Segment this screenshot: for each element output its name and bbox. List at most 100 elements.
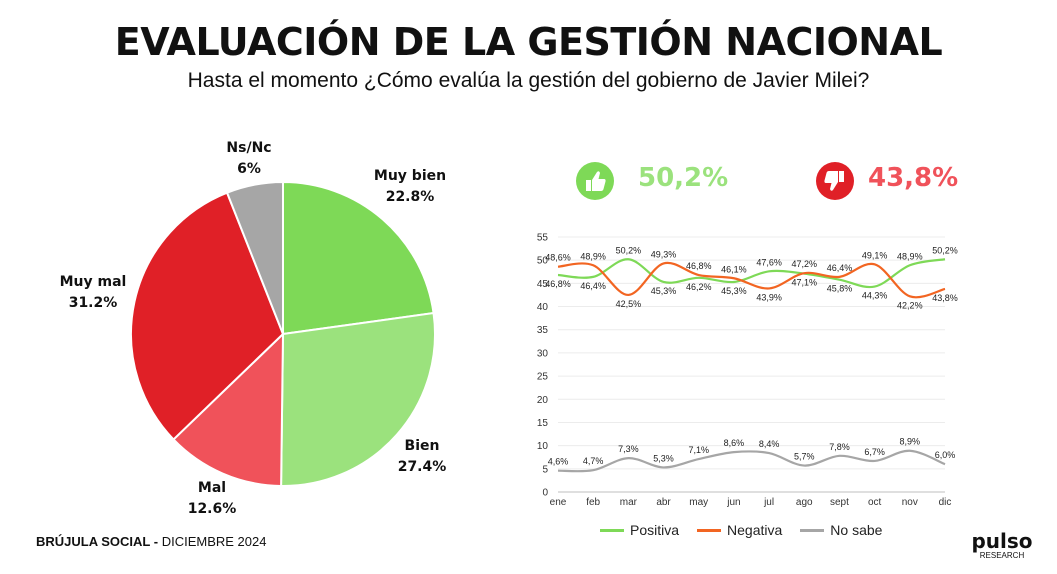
y-tick-label: 45: [537, 279, 549, 290]
data-label-positiva: 45,3%: [721, 286, 747, 296]
brand-subtitle: RESEARCH: [979, 551, 1025, 560]
pie-slice-mal: [172, 331, 285, 488]
y-tick-label: 30: [537, 348, 549, 359]
series-line-negativa: [557, 261, 946, 299]
pie-slice-ns-nc: [225, 180, 284, 335]
pie-slice-muy-mal: [130, 191, 285, 441]
pie-value-muy-mal: 31.2%: [69, 295, 118, 311]
pie-chart: Muy bien 22.8% Bien 27.4% Mal 12.6% Muy mal 31.…: [60, 140, 447, 517]
data-label-negativa: 46,1%: [721, 264, 747, 274]
chart-legend: Positiva Negativa No sabe: [600, 520, 882, 540]
thumbs-up-icon: [576, 162, 614, 200]
data-label-negativa: 49,3%: [651, 249, 677, 259]
data-label-no-sabe: 6,7%: [864, 447, 885, 457]
page-title: EVALUACIÓN DE LA GESTIÓN NACIONAL: [114, 20, 943, 64]
brand-name: pulso: [971, 529, 1033, 553]
data-label-negativa: 42,5%: [616, 299, 642, 309]
x-tick-label: sept: [830, 497, 849, 508]
data-label-positiva: 47,6%: [756, 257, 782, 267]
series-line-no-sabe: [557, 449, 946, 473]
x-tick-label: oct: [868, 497, 882, 508]
data-label-positiva: 46,8%: [545, 279, 571, 289]
data-label-no-sabe: 8,6%: [724, 438, 745, 448]
data-label-negativa: 46,8%: [686, 261, 712, 271]
line-chart: 0 5 10 15 20 25 30 35 40 45 50 55 ene feb mar abr may jun…: [537, 233, 958, 509]
data-label-no-sabe: 5,3%: [653, 453, 674, 463]
pie-slice-muy-bien: [282, 180, 435, 336]
data-label-negativa: 42,2%: [897, 300, 923, 310]
series-line-positiva: [557, 258, 946, 289]
x-tick-label: jul: [763, 497, 774, 508]
data-label-negativa: 47,2%: [792, 259, 818, 269]
data-label-no-sabe: 4,6%: [548, 457, 569, 467]
x-tick-label: may: [689, 497, 708, 508]
pie-value-muy-bien: 22.8%: [386, 189, 435, 205]
y-tick-label: 35: [537, 325, 549, 336]
negative-kpi-value: 43,8%: [868, 163, 959, 193]
data-label-positiva: 45,3%: [651, 286, 677, 296]
data-label-positiva: 50,2%: [932, 245, 958, 255]
pie-label-muy-bien: Muy bien: [374, 168, 446, 184]
data-label-no-sabe: 5,7%: [794, 452, 815, 462]
y-tick-label: 40: [537, 302, 549, 313]
pie-label-bien: Bien: [405, 438, 440, 454]
y-tick-label: 0: [542, 488, 548, 499]
x-tick-label: abr: [656, 497, 671, 508]
y-tick-label: 25: [537, 372, 549, 383]
y-tick-label: 10: [537, 441, 549, 452]
data-label-positiva: 45,8%: [827, 284, 853, 294]
data-label-no-sabe: 8,4%: [759, 439, 780, 449]
data-label-positiva: 48,9%: [897, 251, 923, 261]
positive-kpi-value: 50,2%: [638, 163, 729, 193]
data-label-positiva: 47,1%: [792, 278, 818, 288]
pie-label-mal: Mal: [198, 480, 226, 496]
y-tick-label: 55: [537, 233, 549, 244]
data-label-no-sabe: 4,7%: [583, 456, 604, 466]
x-tick-label: feb: [586, 497, 600, 508]
pie-slice-bien: [280, 311, 436, 487]
data-label-no-sabe: 7,3%: [618, 444, 639, 454]
y-tick-label: 50: [537, 256, 549, 267]
page-subtitle: Hasta el momento ¿Cómo evalúa la gestión…: [187, 69, 870, 92]
thumbs-down-icon: [816, 162, 854, 200]
data-label-positiva: 46,4%: [580, 281, 606, 291]
legend-swatch-no-sabe: [800, 528, 825, 532]
y-tick-label: 20: [537, 395, 549, 406]
x-tick-label: dic: [939, 497, 952, 508]
source-name: BRÚJULA SOCIAL -: [36, 534, 159, 549]
x-tick-label: jun: [726, 497, 740, 508]
data-label-no-sabe: 6,0%: [935, 450, 956, 460]
pie-label-muy-mal: Muy mal: [60, 274, 127, 290]
data-label-negativa: 43,9%: [756, 292, 782, 302]
legend-label-negativa: Negativa: [727, 522, 783, 538]
y-tick-label: 5: [542, 464, 548, 475]
data-label-positiva: 44,3%: [862, 291, 888, 301]
source-footer: BRÚJULA SOCIAL - DICIEMBRE 2024: [36, 534, 266, 549]
x-tick-label: mar: [620, 497, 638, 508]
data-label-negativa: 48,6%: [545, 253, 571, 263]
legend-item-negativa: Negativa: [697, 522, 782, 538]
pie-value-ns-nc: 6%: [237, 161, 261, 177]
source-date: DICIEMBRE 2024: [161, 534, 267, 549]
legend-item-no-sabe: No sabe: [800, 522, 882, 538]
legend-swatch-negativa: [697, 528, 722, 532]
legend-label-positiva: Positiva: [630, 522, 680, 538]
data-label-no-sabe: 7,1%: [688, 445, 709, 455]
data-label-negativa: 48,9%: [580, 251, 606, 261]
data-label-negativa: 43,8%: [932, 293, 958, 303]
data-label-no-sabe: 7,8%: [829, 442, 850, 452]
data-label-negativa: 49,1%: [862, 250, 888, 260]
y-tick-label: 15: [537, 418, 549, 429]
x-tick-label: nov: [902, 497, 918, 508]
data-label-no-sabe: 8,9%: [900, 437, 921, 447]
legend-swatch-positiva: [600, 528, 624, 532]
data-label-positiva: 50,2%: [616, 245, 642, 255]
legend-label-no-sabe: No sabe: [830, 522, 883, 538]
legend-item-positiva: Positiva: [600, 522, 679, 538]
data-label-negativa: 46,4%: [827, 263, 853, 273]
data-label-positiva: 46,2%: [686, 282, 712, 292]
brand-logo: pulso RESEARCH: [962, 531, 1042, 561]
pie-value-bien: 27.4%: [398, 459, 447, 475]
pie-label-ns-nc: Ns/Nc: [226, 140, 271, 156]
x-tick-label: ago: [796, 497, 813, 508]
